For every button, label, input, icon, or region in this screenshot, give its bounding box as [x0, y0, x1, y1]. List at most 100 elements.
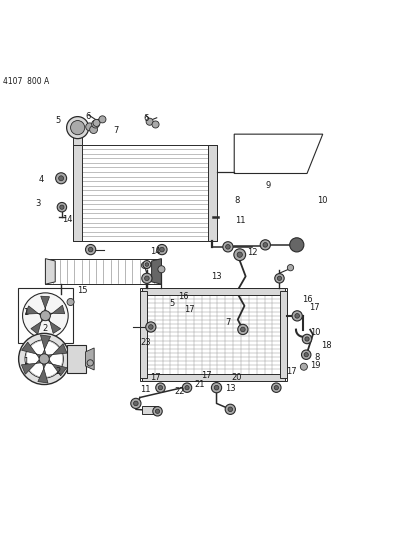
Circle shape — [159, 247, 164, 252]
Circle shape — [225, 245, 230, 249]
Circle shape — [184, 385, 189, 390]
Polygon shape — [40, 296, 49, 316]
Text: 11: 11 — [139, 385, 150, 394]
Circle shape — [227, 407, 232, 411]
Bar — [142, 288, 285, 295]
Text: 4107  800 A: 4107 800 A — [2, 77, 49, 86]
Circle shape — [60, 205, 64, 209]
Circle shape — [157, 245, 166, 255]
Circle shape — [301, 350, 310, 359]
Circle shape — [146, 118, 153, 125]
Circle shape — [152, 121, 159, 128]
Text: 16: 16 — [301, 295, 312, 304]
Text: 19: 19 — [309, 361, 319, 370]
Polygon shape — [21, 356, 44, 374]
Circle shape — [182, 383, 191, 392]
Circle shape — [39, 354, 49, 364]
Circle shape — [93, 119, 100, 126]
Bar — [67, 345, 85, 373]
Circle shape — [158, 385, 162, 390]
Circle shape — [262, 243, 267, 247]
Circle shape — [143, 261, 151, 269]
Circle shape — [300, 363, 307, 370]
Text: 6: 6 — [143, 115, 148, 124]
Polygon shape — [41, 357, 67, 376]
Polygon shape — [40, 335, 50, 360]
Circle shape — [133, 401, 138, 406]
Text: 1: 1 — [23, 309, 28, 318]
Text: 8: 8 — [234, 196, 239, 205]
Circle shape — [271, 383, 280, 392]
Circle shape — [70, 120, 85, 135]
Bar — [18, 288, 73, 343]
Circle shape — [144, 276, 149, 280]
Circle shape — [276, 276, 281, 280]
Text: 1: 1 — [23, 357, 28, 366]
Text: 23: 23 — [140, 337, 151, 346]
Text: 17: 17 — [285, 367, 296, 376]
Circle shape — [303, 353, 308, 357]
Circle shape — [157, 266, 164, 273]
Circle shape — [274, 385, 278, 390]
Text: 2: 2 — [56, 367, 61, 376]
Text: 18: 18 — [321, 342, 331, 351]
Polygon shape — [45, 305, 65, 318]
Bar — [139, 288, 287, 381]
Text: 22: 22 — [173, 387, 184, 396]
Circle shape — [236, 252, 242, 257]
Bar — [142, 406, 158, 415]
Polygon shape — [22, 342, 47, 361]
Circle shape — [90, 126, 97, 134]
Text: 15: 15 — [77, 286, 88, 295]
Circle shape — [57, 203, 67, 212]
Circle shape — [237, 325, 247, 335]
Circle shape — [225, 404, 235, 415]
Circle shape — [287, 264, 293, 271]
Circle shape — [91, 120, 99, 128]
Circle shape — [67, 117, 88, 139]
Bar — [73, 138, 82, 144]
Text: 17: 17 — [183, 305, 194, 314]
Text: 21: 21 — [194, 380, 205, 389]
Bar — [45, 259, 161, 284]
Circle shape — [142, 273, 152, 284]
Bar — [73, 144, 216, 241]
Circle shape — [22, 293, 68, 338]
Bar — [73, 144, 81, 241]
Circle shape — [301, 334, 311, 344]
Circle shape — [260, 240, 270, 250]
Text: 14: 14 — [150, 247, 160, 256]
Circle shape — [85, 123, 93, 131]
Circle shape — [155, 409, 159, 414]
Text: 17: 17 — [150, 373, 160, 382]
Text: 10: 10 — [317, 196, 327, 205]
Circle shape — [18, 333, 70, 384]
Circle shape — [213, 385, 218, 390]
Circle shape — [40, 311, 50, 321]
Circle shape — [240, 327, 245, 332]
Text: 12: 12 — [246, 248, 256, 257]
Polygon shape — [44, 344, 67, 362]
Polygon shape — [31, 314, 47, 334]
Circle shape — [274, 273, 283, 283]
Circle shape — [145, 322, 155, 332]
Text: 9: 9 — [264, 181, 270, 190]
Text: 7: 7 — [113, 126, 119, 135]
Polygon shape — [234, 134, 322, 174]
Circle shape — [87, 360, 93, 366]
Text: 10: 10 — [309, 328, 319, 337]
Circle shape — [25, 340, 63, 378]
Polygon shape — [43, 315, 61, 334]
Bar — [280, 291, 287, 378]
Circle shape — [155, 383, 165, 392]
Circle shape — [26, 341, 63, 377]
Polygon shape — [38, 358, 48, 383]
Text: 4: 4 — [39, 175, 44, 184]
Text: 17: 17 — [309, 303, 319, 312]
Bar — [142, 374, 285, 381]
Circle shape — [289, 238, 303, 252]
Text: 13: 13 — [211, 272, 221, 281]
Polygon shape — [45, 259, 55, 284]
Text: 3: 3 — [35, 199, 40, 208]
Text: 6: 6 — [85, 112, 90, 120]
